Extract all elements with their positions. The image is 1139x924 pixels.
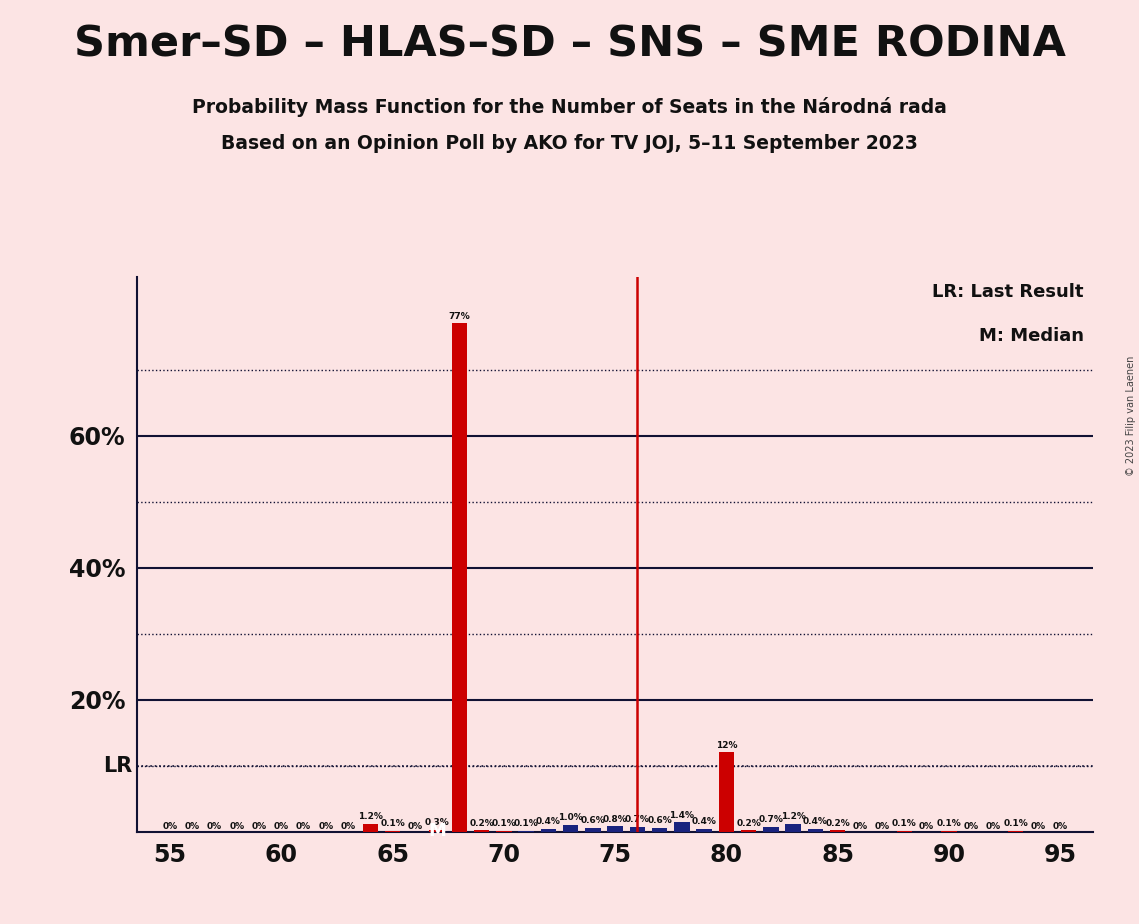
Text: 0%: 0% (875, 822, 890, 831)
Text: 1.0%: 1.0% (558, 813, 583, 822)
Text: 0%: 0% (273, 822, 289, 831)
Bar (785, 823, 801, 832)
Bar (763, 827, 779, 832)
Text: 0%: 0% (985, 822, 1001, 831)
Text: 12%: 12% (715, 741, 737, 749)
Text: 0.1%: 0.1% (380, 820, 405, 828)
Text: 1.2%: 1.2% (780, 812, 805, 821)
Text: 0%: 0% (185, 822, 199, 831)
Bar (808, 829, 823, 832)
Text: Smer–SD – HLAS–SD – SNS – SME RODINA: Smer–SD – HLAS–SD – SNS – SME RODINA (74, 23, 1065, 65)
Bar (630, 827, 645, 832)
Text: M: Median: M: Median (978, 327, 1084, 345)
Text: 0%: 0% (207, 822, 222, 831)
Bar (674, 822, 689, 832)
Text: 0.6%: 0.6% (647, 816, 672, 825)
Bar (563, 825, 579, 832)
Text: 0%: 0% (296, 822, 311, 831)
Text: Based on an Opinion Poll by AKO for TV JOJ, 5–11 September 2023: Based on an Opinion Poll by AKO for TV J… (221, 134, 918, 153)
Bar (740, 831, 756, 832)
Text: 77%: 77% (449, 311, 470, 321)
Bar (362, 823, 378, 832)
Text: 0.2%: 0.2% (825, 819, 850, 828)
Text: 0.3%: 0.3% (425, 818, 450, 827)
Bar (585, 828, 600, 832)
Text: 0%: 0% (163, 822, 178, 831)
Bar (474, 831, 490, 832)
Bar (830, 831, 845, 832)
Text: LR: Last Result: LR: Last Result (933, 283, 1084, 300)
Text: 0.4%: 0.4% (535, 818, 560, 826)
Text: 1.4%: 1.4% (670, 810, 695, 820)
Text: M: M (428, 821, 446, 840)
Text: 0%: 0% (229, 822, 245, 831)
Bar (696, 829, 712, 832)
Text: 0%: 0% (1052, 822, 1067, 831)
Text: 0.1%: 0.1% (1003, 820, 1027, 828)
Bar (652, 828, 667, 832)
Text: 0.7%: 0.7% (759, 815, 784, 824)
Text: 0%: 0% (852, 822, 868, 831)
Text: Probability Mass Function for the Number of Seats in the Národná rada: Probability Mass Function for the Number… (192, 97, 947, 117)
Text: 0.1%: 0.1% (491, 820, 516, 828)
Bar (607, 826, 623, 832)
Text: 0.4%: 0.4% (691, 818, 716, 826)
Text: 0.2%: 0.2% (736, 819, 761, 828)
Text: 0.4%: 0.4% (803, 818, 828, 826)
Text: 0%: 0% (1031, 822, 1046, 831)
Text: 0.2%: 0.2% (469, 819, 494, 828)
Text: 0.1%: 0.1% (936, 820, 961, 828)
Bar (719, 752, 735, 832)
Text: 0%: 0% (341, 822, 355, 831)
Bar (429, 830, 445, 832)
Text: 0.8%: 0.8% (603, 815, 628, 823)
Text: 0%: 0% (964, 822, 978, 831)
Text: 0%: 0% (318, 822, 334, 831)
Text: 0.7%: 0.7% (625, 815, 649, 824)
Text: 0.6%: 0.6% (581, 816, 605, 825)
Text: 0.1%: 0.1% (892, 820, 917, 828)
Bar (451, 323, 467, 832)
Text: © 2023 Filip van Laenen: © 2023 Filip van Laenen (1126, 356, 1136, 476)
Text: 1.2%: 1.2% (358, 812, 383, 821)
Text: 0%: 0% (408, 822, 423, 831)
Text: 0.1%: 0.1% (514, 820, 539, 828)
Text: 0%: 0% (252, 822, 267, 831)
Text: 0%: 0% (919, 822, 934, 831)
Bar (541, 829, 556, 832)
Text: LR: LR (103, 756, 132, 775)
